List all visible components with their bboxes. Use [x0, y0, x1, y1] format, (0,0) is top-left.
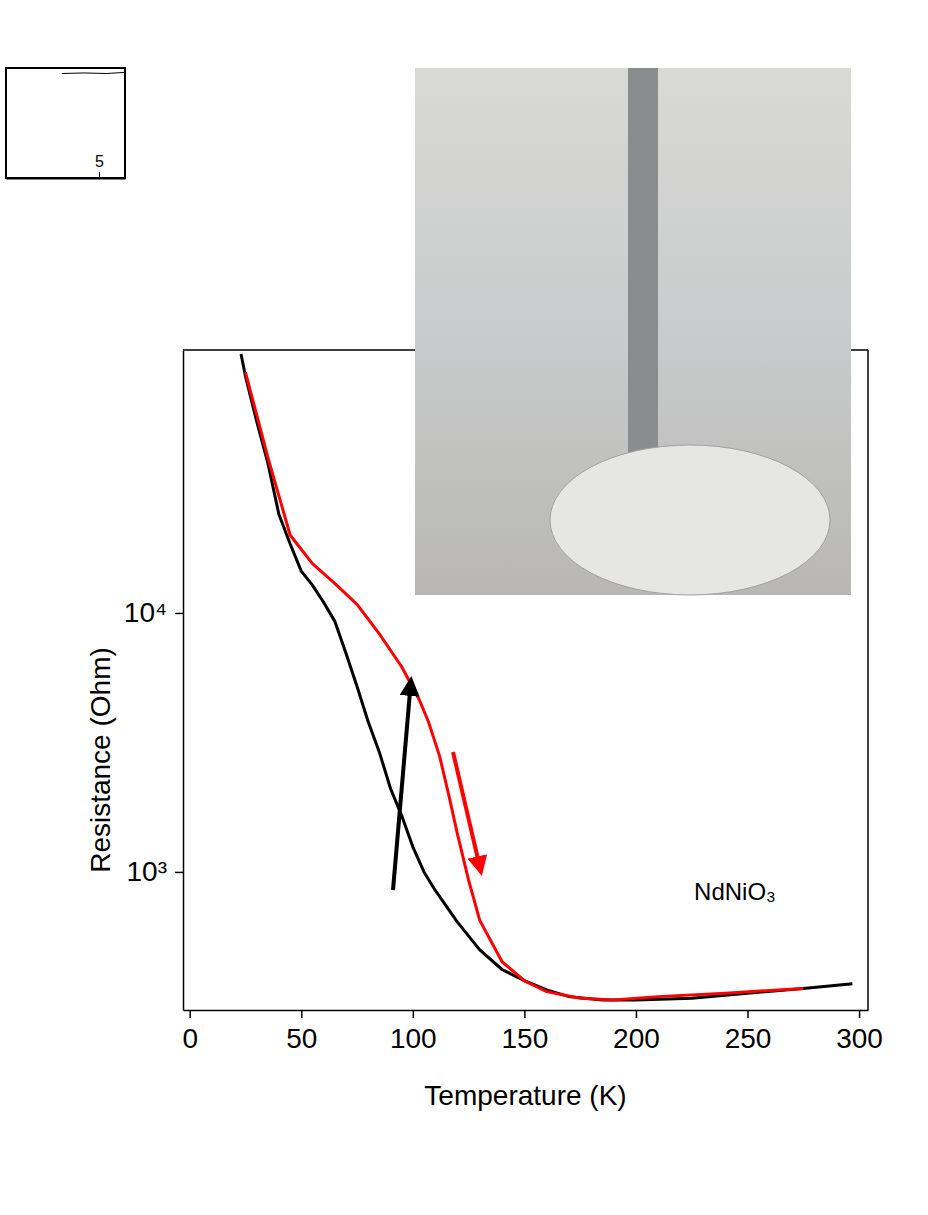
x-tick: 150	[502, 1010, 549, 1054]
x-tick-mark	[524, 1010, 526, 1018]
x-tick: 300	[836, 1010, 883, 1054]
y-tick-label: 10⁴	[124, 597, 167, 628]
x-tick-mark	[859, 1010, 861, 1018]
x-tick: 5	[95, 153, 104, 178]
y-axis: 10³ 10⁴	[124, 351, 184, 1011]
x-axis: 5	[7, 153, 126, 178]
direction-arrow	[393, 680, 411, 890]
annotation: NdNiO₃	[694, 878, 776, 905]
figure: 0 50 100 150 200 250 300 10³ 10⁴ Temperature (K) R…	[0, 0, 928, 1215]
x-tick-label: 250	[725, 1023, 772, 1054]
y-tick-mark	[175, 613, 183, 615]
photo-background	[415, 68, 851, 595]
x-axis-line	[184, 1010, 869, 1012]
x-tick-mark	[99, 172, 100, 178]
photo-inset	[415, 68, 851, 595]
x-tick-label: 50	[286, 1023, 317, 1054]
x-tick-mark	[413, 1010, 415, 1018]
partial-chart: 5	[6, 68, 126, 179]
x-tick-mark	[189, 1010, 191, 1018]
x-tick-label: 150	[502, 1023, 549, 1054]
x-tick: 50	[286, 1010, 317, 1054]
plot-area	[62, 72, 125, 73]
x-tick-mark	[747, 1010, 749, 1018]
y-axis-line	[183, 351, 185, 1011]
frame-right	[867, 350, 869, 1010]
x-tick: 0	[182, 1010, 198, 1054]
y-tick: 10⁴	[124, 597, 183, 628]
x-tick-label: 300	[836, 1023, 883, 1054]
y-tick-label: 10³	[127, 856, 167, 887]
x-tick: 200	[613, 1010, 660, 1054]
x-tick-label: 200	[613, 1023, 660, 1054]
frame	[6, 68, 125, 178]
photo-shape	[628, 68, 658, 468]
y-tick: 10³	[127, 856, 183, 887]
x-tick-mark	[636, 1010, 638, 1018]
x-tick-mark	[301, 1010, 303, 1018]
x-tick: 100	[390, 1010, 437, 1054]
data-line	[62, 72, 125, 73]
x-axis-line	[7, 178, 126, 180]
x-tick-label: 100	[390, 1023, 437, 1054]
x-tick: 250	[725, 1010, 772, 1054]
y-axis-title: Resistance (Ohm)	[85, 647, 116, 873]
photo-shape	[550, 445, 830, 595]
x-tick-label: 5	[95, 153, 104, 170]
y-tick-mark	[175, 872, 183, 874]
x-tick-label: 0	[182, 1023, 198, 1054]
direction-arrow	[453, 752, 481, 872]
x-axis: 0 50 100 150 200 250 300	[182, 1010, 883, 1054]
x-axis-title: Temperature (K)	[424, 1080, 626, 1111]
